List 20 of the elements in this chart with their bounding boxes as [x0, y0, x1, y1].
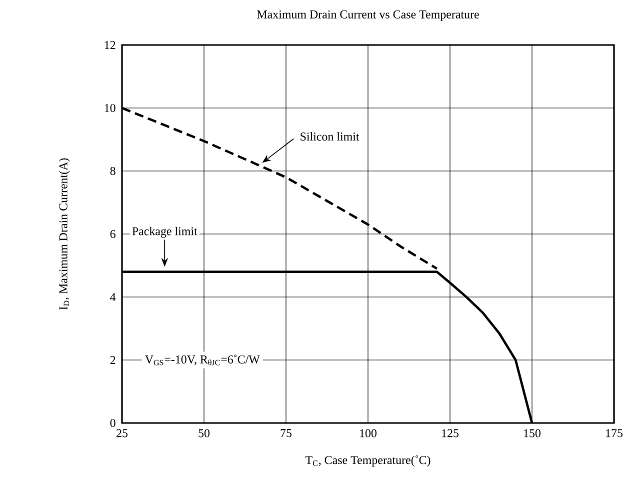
y-tick-label: 8 [110, 166, 116, 176]
chart-title: Maximum Drain Current vs Case Temperature [257, 10, 479, 21]
annotation: Package limit [132, 226, 198, 238]
y-tick-label: 6 [110, 230, 116, 238]
x-tick-label: 75 [280, 429, 292, 438]
x-tick-label: 100 [360, 429, 377, 438]
y-tick-label: 0 [110, 418, 116, 428]
y-axis-title: I$_{D}$, Maximum Drain Current(A) [58, 158, 70, 310]
x-axis-title: T$_{C}$, Case Temperature(˚C) [305, 455, 430, 467]
y-tick-label: 4 [110, 293, 116, 301]
x-tick-label: 125 [442, 429, 459, 438]
x-tick-label: 50 [198, 429, 210, 438]
x-tick-label: 25 [116, 429, 128, 438]
annotation: Silicon limit [300, 132, 360, 141]
y-tick-label: 10 [104, 104, 116, 112]
y-tick-label: 12 [104, 41, 116, 49]
y-tick-label: 2 [110, 356, 116, 364]
x-tick-label: 150 [524, 429, 541, 438]
x-tick-label: 175 [606, 429, 623, 438]
annotation: V$_{GS}$=-10V, R$_{θJC}$=6˚C/W [145, 354, 260, 366]
